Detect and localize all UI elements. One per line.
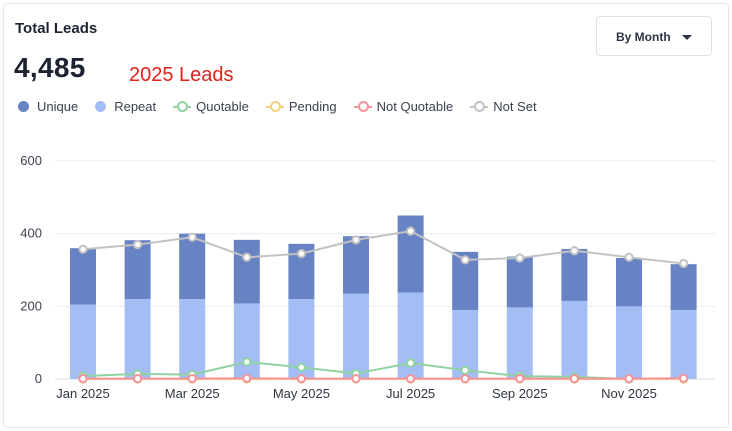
- bar-repeat: [70, 304, 96, 379]
- point-not-quotable: [460, 374, 470, 384]
- point-not-quotable: [569, 374, 580, 384]
- point-not-quotable: [242, 373, 252, 383]
- chart-legend: Unique Repeat Quotable Pending Not Quota…: [18, 97, 554, 115]
- point-quotable: [296, 362, 306, 372]
- bar-repeat: [616, 306, 642, 379]
- point-not-set: [569, 246, 580, 256]
- period-dropdown[interactable]: By Month: [596, 16, 712, 56]
- point-not-set: [515, 253, 525, 263]
- line-quotable: [82, 360, 684, 380]
- legend-swatch-pending: [265, 100, 284, 112]
- point-not-set: [296, 249, 306, 259]
- bar-unique: [124, 240, 151, 300]
- bar-unique: [179, 233, 206, 300]
- bar-unique: [616, 258, 642, 307]
- line-not-set: [82, 230, 684, 265]
- legend-label-pending: Pending: [288, 98, 337, 114]
- point-not-set: [351, 235, 361, 245]
- legend-label-repeat: Repeat: [114, 98, 157, 114]
- chart-subtitle: 2025 Leads: [129, 64, 234, 86]
- legend-swatch-unique: [18, 100, 29, 112]
- legend-label-unique: Unique: [37, 98, 79, 114]
- caret-down-icon: [682, 35, 692, 40]
- x-tick-label: Jul 2025: [386, 386, 435, 401]
- point-quotable: [242, 357, 252, 367]
- legend-swatch-not-quotable: [353, 100, 372, 112]
- legend-item-unique[interactable]: Unique: [18, 99, 78, 114]
- point-not-set: [242, 252, 252, 262]
- y-tick-label: 400: [20, 226, 42, 241]
- point-not-set: [78, 244, 88, 254]
- x-tick-label: Jan 2025: [56, 386, 110, 401]
- legend-swatch-quotable: [173, 100, 192, 112]
- legend-swatch-repeat: [95, 100, 107, 112]
- point-not-quotable: [624, 374, 634, 384]
- legend-label-quotable: Quotable: [196, 98, 249, 114]
- point-not-set: [624, 252, 634, 262]
- point-not-set: [406, 226, 416, 236]
- period-dropdown-label: By Month: [616, 30, 671, 44]
- point-not-quotable: [296, 374, 306, 384]
- point-quotable: [460, 365, 470, 375]
- x-tick-label: Nov 2025: [601, 386, 657, 401]
- bar-repeat: [561, 300, 588, 379]
- x-tick-label: Mar 2025: [165, 386, 220, 401]
- point-not-set: [460, 255, 470, 265]
- bar-repeat: [233, 303, 260, 379]
- y-tick-label: 600: [20, 153, 42, 168]
- bar-repeat: [670, 309, 697, 379]
- point-not-quotable: [187, 374, 197, 384]
- bar-unique: [343, 236, 369, 294]
- point-not-quotable: [679, 373, 689, 383]
- legend-item-not-set[interactable]: Not Set: [470, 98, 537, 114]
- legend-label-not-quotable: Not Quotable: [376, 98, 454, 114]
- point-not-quotable: [78, 374, 88, 384]
- point-not-quotable: [515, 374, 525, 384]
- legend-item-not-quotable[interactable]: Not Quotable: [353, 98, 454, 114]
- bar-unique: [561, 248, 588, 301]
- bar-repeat: [343, 293, 369, 379]
- bar-unique: [233, 239, 260, 304]
- bar-unique: [670, 264, 697, 310]
- point-not-set: [679, 258, 689, 269]
- bar-repeat: [179, 299, 206, 379]
- legend-item-repeat[interactable]: Repeat: [95, 99, 156, 114]
- point-not-set: [187, 232, 197, 242]
- y-tick-label: 0: [35, 371, 42, 386]
- point-not-set: [133, 239, 143, 250]
- total-leads-value: 4,485: [14, 52, 86, 83]
- bar-repeat: [124, 299, 151, 379]
- x-tick-label: Sep 2025: [492, 386, 548, 401]
- point-quotable: [406, 358, 416, 368]
- bar-unique: [506, 256, 533, 308]
- x-tick-label: May 2025: [273, 386, 330, 401]
- point-not-quotable: [351, 374, 361, 384]
- bar-unique: [70, 248, 96, 305]
- legend-label-not-set: Not Set: [493, 98, 537, 114]
- legend-item-quotable[interactable]: Quotable: [173, 99, 249, 114]
- legend-item-pending[interactable]: Pending: [265, 98, 337, 114]
- legend-swatch-not-set: [470, 100, 489, 112]
- point-not-quotable: [406, 374, 416, 384]
- bar-repeat: [506, 307, 533, 379]
- point-not-quotable: [133, 374, 143, 384]
- card-title: Total Leads: [15, 20, 98, 37]
- y-tick-label: 200: [20, 298, 42, 313]
